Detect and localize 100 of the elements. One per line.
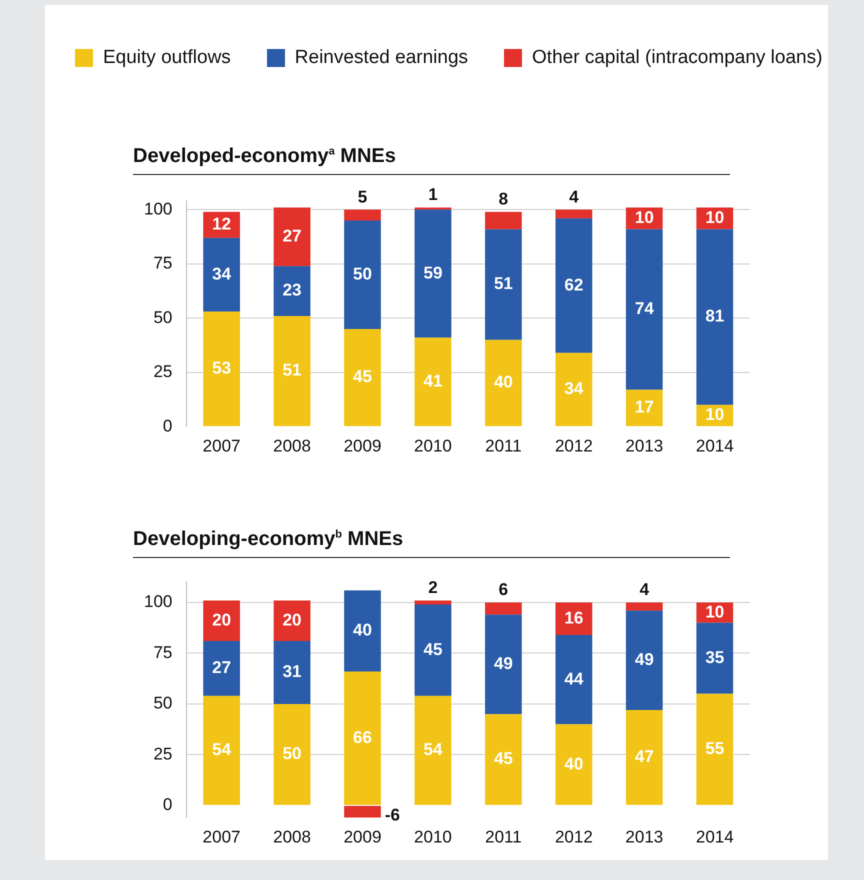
- bar: [555, 724, 592, 805]
- bar: [485, 340, 522, 426]
- data-label: 20: [282, 610, 302, 630]
- x-tick-label: 2008: [273, 827, 311, 846]
- data-label: 23: [282, 280, 302, 300]
- bar: [626, 710, 663, 805]
- chart-title: Developing-economy$^{b}$ MNEs: [133, 528, 730, 558]
- data-label: 34: [212, 264, 232, 284]
- y-tick-label: 25: [153, 744, 172, 764]
- data-label: 35: [705, 648, 724, 667]
- data-label: 81: [705, 306, 724, 326]
- data-label: 41: [423, 372, 442, 391]
- x-tick-label: 2008: [273, 436, 311, 456]
- bar: [555, 352, 592, 426]
- bar: [414, 210, 452, 338]
- bar: [274, 208, 310, 266]
- data-label: 10: [634, 208, 654, 228]
- x-tick-label: 2009: [344, 827, 382, 846]
- y-tick-label: 100: [144, 199, 172, 218]
- data-label: 6: [498, 580, 508, 600]
- x-tick-label: 2011: [485, 827, 522, 846]
- data-label: 49: [494, 654, 513, 674]
- bar: [555, 210, 592, 218]
- bar: [274, 704, 310, 805]
- data-label: 2: [428, 578, 438, 598]
- x-tick-label: 2014: [696, 436, 734, 456]
- x-tick-label: 2012: [554, 827, 593, 846]
- data-label: 16: [564, 608, 584, 628]
- x-tick-label: 2013: [625, 436, 664, 456]
- data-label: 54: [212, 740, 232, 760]
- data-label: 12: [212, 214, 232, 234]
- bar: [485, 229, 522, 340]
- x-tick-label: 2011: [485, 436, 522, 456]
- data-label: 10: [705, 208, 724, 228]
- bar: [274, 316, 310, 426]
- legend-label: Other capital (intracompany loans): [532, 47, 822, 69]
- y-tick-label: 25: [153, 362, 172, 382]
- x-tick-label: 2014: [696, 827, 734, 846]
- bar: [626, 610, 663, 710]
- data-label: 49: [634, 650, 654, 670]
- data-label: 40: [353, 620, 372, 640]
- bar: [203, 696, 240, 805]
- bar: [626, 602, 663, 611]
- bar: [274, 641, 310, 704]
- bar: [203, 312, 240, 426]
- data-label: 55: [705, 739, 724, 758]
- legend-label: Reinvested earnings: [294, 47, 468, 69]
- bar: [626, 229, 663, 390]
- bar: [344, 220, 381, 329]
- data-label: 51: [282, 360, 302, 380]
- data-label: 8: [498, 190, 508, 209]
- data-label: 1: [428, 185, 438, 204]
- bar: [274, 600, 310, 642]
- data-label: 27: [212, 658, 232, 678]
- bar: [626, 390, 663, 426]
- x-tick-label: 2013: [625, 827, 664, 846]
- bar: [274, 266, 310, 316]
- bar: [485, 212, 522, 230]
- bar: [344, 328, 381, 426]
- data-label: 54: [423, 740, 443, 760]
- y-tick-label: 100: [144, 592, 172, 612]
- bar: [344, 590, 381, 672]
- data-label: 45: [423, 640, 442, 659]
- x-tick-label: 2012: [554, 436, 593, 456]
- data-label: 20: [212, 610, 232, 630]
- data-label: 27: [282, 226, 302, 246]
- data-label: 40: [564, 754, 584, 774]
- data-label: 44: [564, 669, 584, 688]
- data-label: 62: [564, 275, 584, 294]
- bar: [344, 210, 381, 221]
- bar: [485, 614, 522, 714]
- data-label: 45: [494, 749, 513, 768]
- bar: [203, 238, 240, 312]
- data-label: 10: [705, 602, 724, 622]
- data-label: 50: [353, 264, 372, 284]
- bar: [555, 218, 592, 353]
- y-tick-label: 0: [162, 795, 172, 814]
- x-tick-label: 2007: [202, 436, 241, 456]
- bar: [344, 671, 381, 805]
- data-label: 40: [494, 372, 513, 392]
- bar: [414, 604, 452, 696]
- x-tick-label: 2009: [344, 436, 382, 456]
- data-label: 34: [564, 379, 584, 398]
- data-label: 4: [569, 187, 580, 206]
- data-label: 53: [212, 358, 232, 378]
- data-label: -6: [384, 805, 400, 824]
- data-label: 10: [705, 405, 724, 424]
- data-label: 45: [353, 367, 372, 386]
- bar: [485, 714, 522, 805]
- y-tick-label: 0: [162, 416, 172, 436]
- bar: [414, 600, 452, 605]
- data-label: 5: [358, 187, 368, 206]
- y-tick-label: 75: [153, 254, 172, 273]
- bar: [344, 806, 381, 818]
- data-label: 47: [634, 747, 654, 766]
- x-tick-label: 2010: [414, 436, 452, 456]
- bar: [696, 229, 734, 405]
- bar: [414, 696, 452, 805]
- bar: [555, 634, 592, 724]
- x-tick-label: 2010: [414, 827, 452, 846]
